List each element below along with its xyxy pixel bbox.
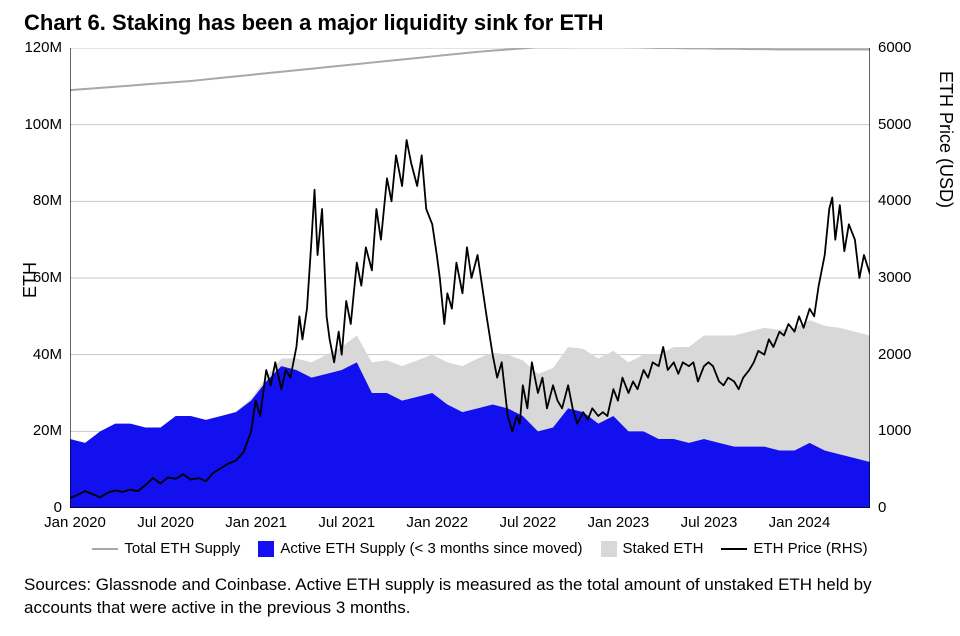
x-tick-label: Jul 2020 [131,514,201,531]
chart-sources: Sources: Glassnode and Coinbase. Active … [24,574,904,620]
y-left-tick-label: 0 [54,499,62,516]
y-left-tick-label: 100M [24,116,62,133]
y-left-tick-label: 40M [33,346,62,363]
y-right-tick-label: 4000 [878,192,911,209]
chart-plot [70,48,870,508]
x-tick-label: Jul 2023 [674,514,744,531]
chart-title: Chart 6. Staking has been a major liquid… [24,10,603,36]
x-tick-label: Jan 2020 [40,514,110,531]
y-left-tick-label: 60M [33,269,62,286]
legend-swatch [601,541,617,557]
y-right-tick-label: 3000 [878,269,911,286]
x-tick-label: Jan 2022 [402,514,472,531]
y-axis-right-label: ETH Price (USD) [935,71,956,208]
y-left-tick-label: 20M [33,422,62,439]
x-tick-label: Jan 2024 [765,514,835,531]
y-left-tick-label: 80M [33,192,62,209]
y-right-tick-label: 0 [878,499,886,516]
x-tick-label: Jul 2022 [493,514,563,531]
legend-item: ETH Price (RHS) [721,540,867,557]
x-tick-label: Jan 2021 [221,514,291,531]
legend-label: Total ETH Supply [124,540,240,557]
y-right-tick-label: 5000 [878,116,911,133]
y-left-tick-label: 120M [24,39,62,56]
legend-swatch [258,541,274,557]
chart-legend: Total ETH Supply Active ETH Supply (< 3 m… [0,540,960,557]
legend-item: Staked ETH [601,540,704,557]
y-right-tick-label: 1000 [878,422,911,439]
legend-swatch [92,548,118,550]
legend-label: Active ETH Supply (< 3 months since move… [280,540,582,557]
legend-item: Active ETH Supply (< 3 months since move… [258,540,582,557]
y-right-tick-label: 2000 [878,346,911,363]
chart-figure: { "title": "Chart 6. Staking has been a … [0,0,960,636]
legend-swatch [721,548,747,550]
x-tick-label: Jan 2023 [583,514,653,531]
x-tick-label: Jul 2021 [312,514,382,531]
legend-item: Total ETH Supply [92,540,240,557]
legend-label: Staked ETH [623,540,704,557]
legend-label: ETH Price (RHS) [753,540,867,557]
y-right-tick-label: 6000 [878,39,911,56]
